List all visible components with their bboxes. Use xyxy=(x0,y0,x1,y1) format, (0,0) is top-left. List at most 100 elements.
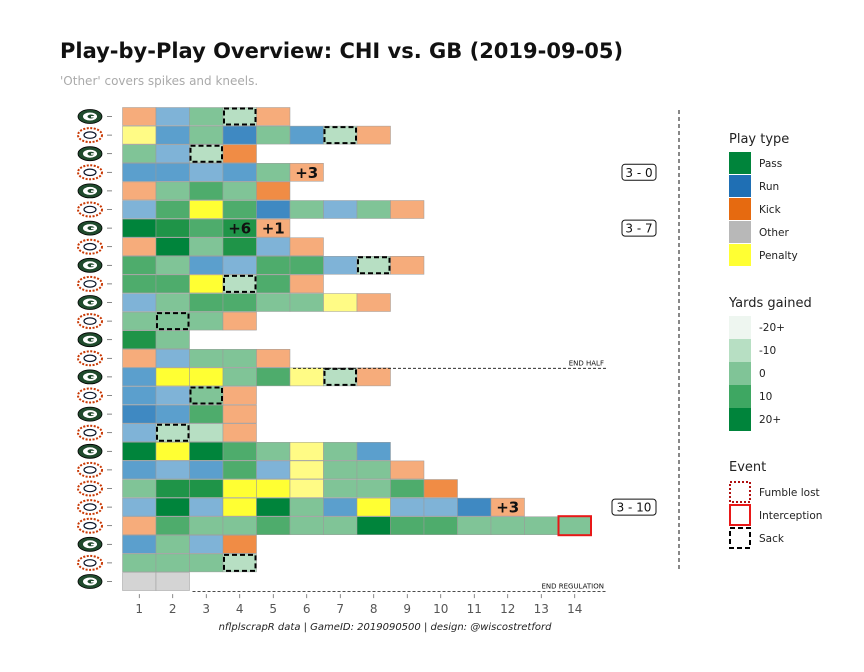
play-cell xyxy=(122,516,157,535)
play-cell xyxy=(122,218,157,238)
play-cell xyxy=(122,460,157,480)
x-tick-label: 11 xyxy=(467,602,482,616)
play-cell xyxy=(222,107,257,126)
team-logo-chi xyxy=(77,480,103,497)
play-cell xyxy=(222,125,257,145)
play-cell xyxy=(289,516,324,535)
team-logo-gb xyxy=(77,220,103,236)
play-cell xyxy=(189,218,224,238)
team-logo-chi xyxy=(77,499,103,516)
play-cell xyxy=(155,460,190,480)
score-box xyxy=(621,163,657,181)
play-cell xyxy=(122,237,157,256)
team-logo-gb xyxy=(77,332,103,348)
annotations: +3 3 - 0 +6 +1 3 - 7 END HALF +3 3 - 10 END REGU… xyxy=(192,163,657,592)
play-cell xyxy=(323,442,358,461)
play-cell xyxy=(122,256,157,275)
play-cell xyxy=(323,479,358,498)
play-cell xyxy=(356,200,391,219)
play-cell xyxy=(155,125,190,145)
play-cell xyxy=(189,200,224,219)
legend-label: Run xyxy=(759,181,779,193)
play-cell xyxy=(155,181,190,201)
play-cell xyxy=(189,163,224,182)
legend-label: Kick xyxy=(759,204,782,216)
play-cell xyxy=(155,442,190,461)
boundary-label: END REGULATION xyxy=(541,583,604,591)
play-cell xyxy=(122,367,157,387)
x-tick-label: 1 xyxy=(135,602,143,616)
play-cell xyxy=(256,237,291,256)
play-cell xyxy=(222,367,257,387)
play-cell xyxy=(122,125,157,145)
play-cell xyxy=(122,200,157,219)
play-cell xyxy=(122,330,157,349)
legend-label: -10 xyxy=(759,345,776,357)
play-cell xyxy=(189,349,224,368)
play-cell xyxy=(323,256,358,275)
play-cell xyxy=(189,535,224,554)
play-cell xyxy=(155,107,190,126)
play-cell xyxy=(356,479,391,498)
team-logo-chi xyxy=(77,275,103,292)
play-cell xyxy=(289,125,324,145)
x-tick-label: 7 xyxy=(336,602,344,616)
play-cell xyxy=(155,516,190,535)
play-cell xyxy=(222,293,257,312)
team-logo-chi xyxy=(77,461,103,478)
legend-swatch xyxy=(729,175,751,197)
legend-label: Sack xyxy=(759,533,785,545)
play-cell xyxy=(155,311,190,331)
play-cell xyxy=(122,572,157,591)
play-cell xyxy=(289,497,324,517)
play-cell xyxy=(122,553,157,573)
play-cell xyxy=(390,479,425,498)
legend-label: Other xyxy=(759,227,789,239)
x-tick-label: 12 xyxy=(500,602,515,616)
play-cell xyxy=(256,200,291,219)
play-cell xyxy=(256,107,291,126)
play-cell xyxy=(256,181,291,201)
play-cell xyxy=(356,293,391,312)
points-label: +3 xyxy=(295,164,318,182)
legend-swatch xyxy=(729,221,751,243)
legend-label: Fumble lost xyxy=(759,487,820,499)
play-cell xyxy=(356,442,391,461)
play-cell xyxy=(256,293,291,312)
team-logo-gb xyxy=(77,406,103,422)
legend-swatch xyxy=(729,385,751,408)
play-cell xyxy=(155,386,190,405)
play-cell xyxy=(323,367,358,387)
play-cell xyxy=(222,404,257,424)
legend-swatch xyxy=(729,316,751,339)
chart-title: Play-by-Play Overview: CHI vs. GB (2019-… xyxy=(60,39,623,63)
points-label: +3 xyxy=(496,499,519,517)
play-cell xyxy=(390,516,425,535)
play-cell xyxy=(356,460,391,480)
play-cell xyxy=(390,200,425,219)
play-cell xyxy=(189,274,224,294)
play-cell xyxy=(122,181,157,201)
play-cell xyxy=(222,144,257,163)
x-tick-label: 9 xyxy=(403,602,411,616)
play-cell xyxy=(390,497,425,517)
legend-label: Interception xyxy=(759,510,822,522)
legend-swatch xyxy=(729,339,751,362)
play-cell xyxy=(256,460,291,480)
play-cell xyxy=(256,125,291,145)
fumble-swatch xyxy=(729,481,751,503)
play-cell xyxy=(323,516,358,535)
x-tick-label: 4 xyxy=(236,602,244,616)
play-cell xyxy=(323,460,358,480)
event-overlays xyxy=(156,107,592,572)
team-logo-chi xyxy=(77,127,103,144)
play-cell xyxy=(122,404,157,424)
play-cell xyxy=(155,256,190,275)
team-logo-gb xyxy=(77,574,103,589)
play-cell xyxy=(122,163,157,182)
legend-swatch xyxy=(729,152,751,174)
x-tick-label: 3 xyxy=(202,602,210,616)
play-cell xyxy=(457,497,492,517)
play-cell xyxy=(122,293,157,312)
